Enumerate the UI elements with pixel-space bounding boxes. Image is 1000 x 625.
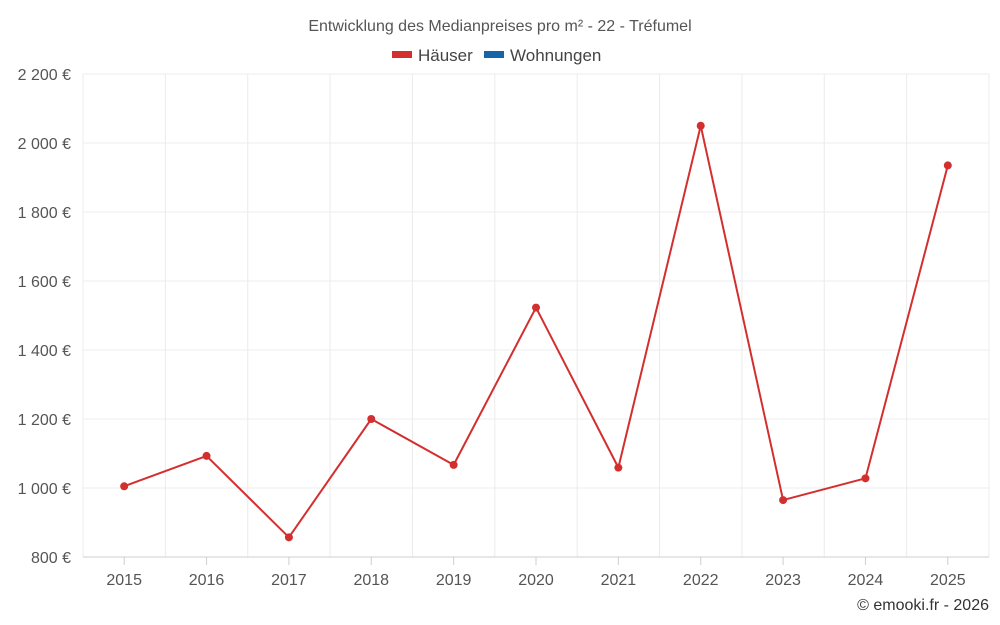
- y-gridlines: [83, 73, 989, 489]
- x-tick-label: 2023: [765, 572, 801, 589]
- legend-label-wohnungen: Wohnungen: [510, 46, 601, 65]
- x-gridlines: [82, 74, 990, 557]
- legend-item-haeuser[interactable]: Häuser: [392, 46, 473, 65]
- legend-item-wohnungen[interactable]: Wohnungen: [484, 46, 601, 65]
- y-tick-label: 2 200 €: [18, 67, 71, 84]
- x-axis-ticks: 2015 2016 2017 2018 2019 2020 2021 2022 2023 2024…: [106, 557, 966, 589]
- data-point-haeuser-2020[interactable]: [532, 303, 540, 312]
- chart-title: Entwicklung des Medianpreises pro m² - 2…: [308, 18, 691, 35]
- x-tick-label: 2024: [848, 572, 884, 589]
- x-tick-label: 2019: [436, 572, 472, 589]
- data-point-haeuser-2025[interactable]: [943, 161, 952, 170]
- x-tick-label: 2022: [683, 572, 719, 589]
- x-tick-label: 2020: [518, 572, 554, 589]
- data-point-haeuser-2019[interactable]: [449, 460, 458, 469]
- legend: Häuser Wohnungen: [392, 46, 601, 65]
- x-tick-label: 2021: [601, 572, 637, 589]
- series-layer: [120, 121, 952, 542]
- data-point-haeuser-2015[interactable]: [120, 482, 129, 491]
- x-tick-label: 2018: [353, 572, 389, 589]
- y-axis-ticks: 800 € 1 000 € 1 200 € 1 400 € 1 600 € 1 800 €…: [18, 67, 71, 567]
- legend-swatch-wohnungen: [484, 51, 504, 58]
- data-point-haeuser-2024[interactable]: [861, 474, 870, 483]
- x-tick-label: 2016: [189, 572, 225, 589]
- y-tick-label: 1 000 €: [18, 481, 71, 498]
- credit-text: © emooki.fr - 2026: [857, 597, 989, 614]
- x-tick-label: 2017: [271, 572, 307, 589]
- y-tick-label: 1 200 €: [18, 412, 71, 429]
- legend-swatch-haeuser: [392, 51, 412, 58]
- data-point-haeuser-2017[interactable]: [284, 533, 293, 542]
- y-tick-label: 2 000 €: [18, 136, 71, 153]
- y-tick-label: 800 €: [31, 550, 71, 567]
- data-point-haeuser-2021[interactable]: [614, 463, 623, 472]
- x-tick-label: 2025: [930, 572, 966, 589]
- y-tick-label: 1 600 €: [18, 274, 71, 291]
- legend-label-haeuser: Häuser: [418, 46, 473, 65]
- y-tick-label: 1 800 €: [18, 205, 71, 222]
- data-point-haeuser-2022[interactable]: [696, 121, 705, 130]
- data-point-haeuser-2018[interactable]: [367, 415, 376, 423]
- data-point-haeuser-2016[interactable]: [202, 451, 211, 460]
- x-tick-label: 2015: [106, 572, 142, 589]
- y-tick-label: 1 400 €: [18, 343, 71, 360]
- data-point-haeuser-2023[interactable]: [779, 496, 788, 505]
